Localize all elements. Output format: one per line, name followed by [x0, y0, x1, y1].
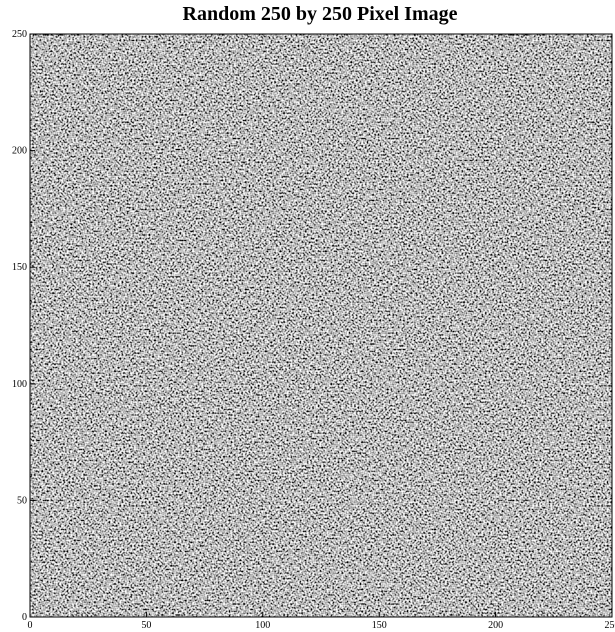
y-tick-label: 200 — [12, 146, 27, 157]
x-tick-label: 100 — [255, 620, 270, 631]
x-tick-label: 0 — [28, 620, 33, 631]
x-tick-label: 250 — [605, 620, 615, 631]
y-tick-label: 0 — [22, 612, 27, 623]
x-tick-label: 50 — [141, 620, 151, 631]
x-tick-label: 200 — [488, 620, 503, 631]
y-tick-label: 100 — [12, 379, 27, 390]
y-tick-label: 150 — [12, 262, 27, 273]
y-tick-label: 50 — [17, 495, 27, 506]
y-tick-label: 250 — [12, 29, 27, 40]
plot-frame — [29, 33, 613, 618]
random-image — [30, 34, 612, 617]
chart-title: Random 250 by 250 Pixel Image — [183, 3, 458, 25]
x-tick-label: 150 — [372, 620, 387, 631]
